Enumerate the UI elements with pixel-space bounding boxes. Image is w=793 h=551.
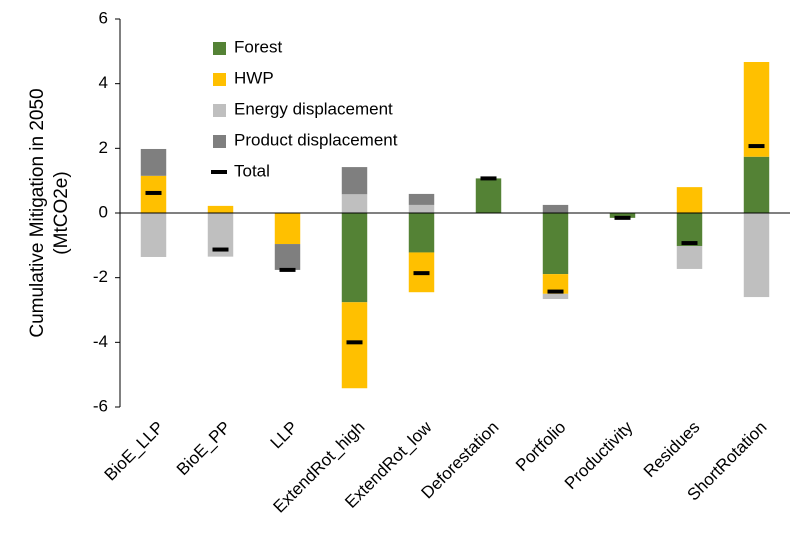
x-tick-label: LLP — [267, 418, 302, 453]
bar-segment — [743, 62, 770, 157]
bar-segment — [207, 205, 234, 213]
bar-segment — [341, 194, 368, 213]
bar-segment — [274, 244, 301, 270]
bar-segment — [274, 213, 301, 245]
legend-label: Total — [234, 161, 270, 180]
bar-segment — [475, 178, 502, 213]
legend-label: Energy displacement — [234, 99, 393, 118]
bar-segment — [743, 213, 770, 298]
bar-segment — [408, 213, 435, 253]
y-tick-label: 0 — [99, 202, 108, 221]
y-axis-label: (MtCO2e) — [51, 171, 72, 254]
y-axis-label: Cumulative Mitigation in 2050 — [27, 88, 48, 337]
bar-segment — [743, 156, 770, 213]
bar-segment — [140, 213, 167, 257]
bar-segment — [341, 167, 368, 195]
bar-segment — [676, 187, 703, 213]
x-tick-label: BioE_LLP — [101, 418, 168, 485]
bar-segment — [341, 213, 368, 303]
legend-label: Product displacement — [234, 130, 398, 149]
legend-label: HWP — [234, 68, 274, 87]
y-tick-label: -2 — [93, 267, 108, 286]
bar-segment — [676, 245, 703, 269]
bar-segment — [542, 274, 569, 294]
y-tick-label: 6 — [99, 8, 108, 27]
y-tick-label: 4 — [99, 73, 108, 92]
bar-segment — [408, 193, 435, 205]
y-tick-label: -4 — [93, 332, 108, 351]
bar-segment — [542, 293, 569, 300]
x-tick-label: Productivity — [561, 417, 637, 493]
legend-label: Forest — [234, 37, 282, 56]
x-tick-label: Residues — [640, 418, 704, 482]
x-tick-label: Portfolio — [512, 418, 570, 476]
x-tick-label: BioE_PP — [173, 418, 235, 480]
legend-swatch — [213, 104, 226, 117]
bar-segment — [341, 302, 368, 389]
bar-segment — [542, 213, 569, 275]
bar-segment — [408, 204, 435, 213]
y-tick-label: -6 — [93, 396, 108, 415]
bar-segment — [676, 213, 703, 246]
legend-swatch — [213, 135, 226, 148]
bar-segment — [542, 204, 569, 213]
y-tick-label: 2 — [99, 138, 108, 157]
legend-swatch — [213, 42, 226, 55]
legend-swatch — [213, 73, 226, 86]
bar-segment — [609, 213, 636, 218]
bar-segment — [140, 148, 167, 176]
